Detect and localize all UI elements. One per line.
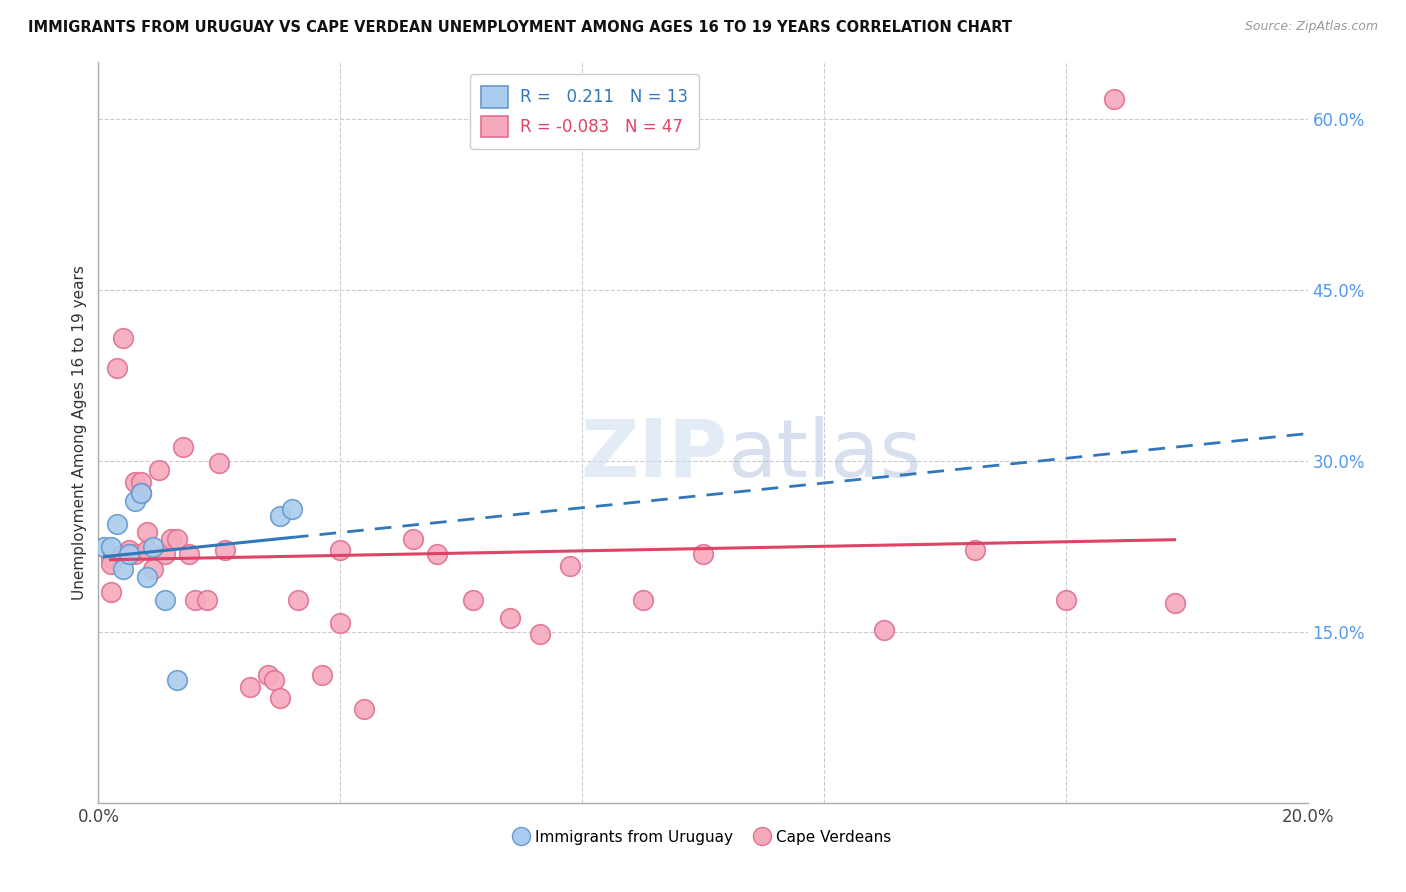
Point [153,548,176,562]
Point [118,548,141,562]
Point [100,540,122,554]
Point [692,548,714,562]
Point [353,702,375,716]
Point [269,691,291,706]
Point [135,570,157,584]
Text: ZIP: ZIP [579,416,727,494]
Point [124,548,146,562]
Text: atlas: atlas [727,416,921,494]
Point [124,494,146,508]
Point [214,543,236,558]
Point [129,475,152,489]
Point [100,557,122,571]
Point [105,516,128,531]
Point [129,486,152,500]
Point [256,668,278,682]
Text: Source: ZipAtlas.com: Source: ZipAtlas.com [1244,20,1378,33]
Point [263,673,285,687]
Point [111,331,134,345]
Point [111,562,134,576]
Point [558,558,581,573]
Point [402,532,425,546]
Point [529,627,551,641]
Point [873,623,896,637]
Y-axis label: Unemployment Among Ages 16 to 19 years: Unemployment Among Ages 16 to 19 years [72,265,87,600]
Point [166,673,188,687]
Point [124,475,146,489]
Point [329,543,352,558]
Point [135,543,157,558]
Legend: Immigrants from Uruguay, Cape Verdeans: Immigrants from Uruguay, Cape Verdeans [509,823,897,851]
Point [329,615,352,630]
Point [166,532,188,546]
Point [184,593,207,607]
Point [100,585,122,599]
Point [179,548,201,562]
Point [1102,92,1125,106]
Point [311,668,333,682]
Point [148,463,170,477]
Point [93,540,115,554]
Point [1163,597,1185,611]
Point [631,593,654,607]
Text: IMMIGRANTS FROM URUGUAY VS CAPE VERDEAN UNEMPLOYMENT AMONG AGES 16 TO 19 YEARS C: IMMIGRANTS FROM URUGUAY VS CAPE VERDEAN … [28,20,1012,35]
Point [111,548,134,562]
Point [153,593,176,607]
Point [142,562,165,576]
Point [195,593,218,607]
Point [118,548,141,562]
Point [463,593,485,607]
Point [1054,593,1077,607]
Point [281,502,304,516]
Point [118,543,141,558]
Point [105,360,128,375]
Point [426,548,449,562]
Point [160,532,183,546]
Point [129,486,152,500]
Point [135,524,157,539]
Point [208,456,231,470]
Point [287,593,309,607]
Point [239,680,262,694]
Point [965,543,987,558]
Point [498,611,520,625]
Point [269,508,291,523]
Point [142,540,165,554]
Point [172,441,194,455]
Point [100,550,122,565]
